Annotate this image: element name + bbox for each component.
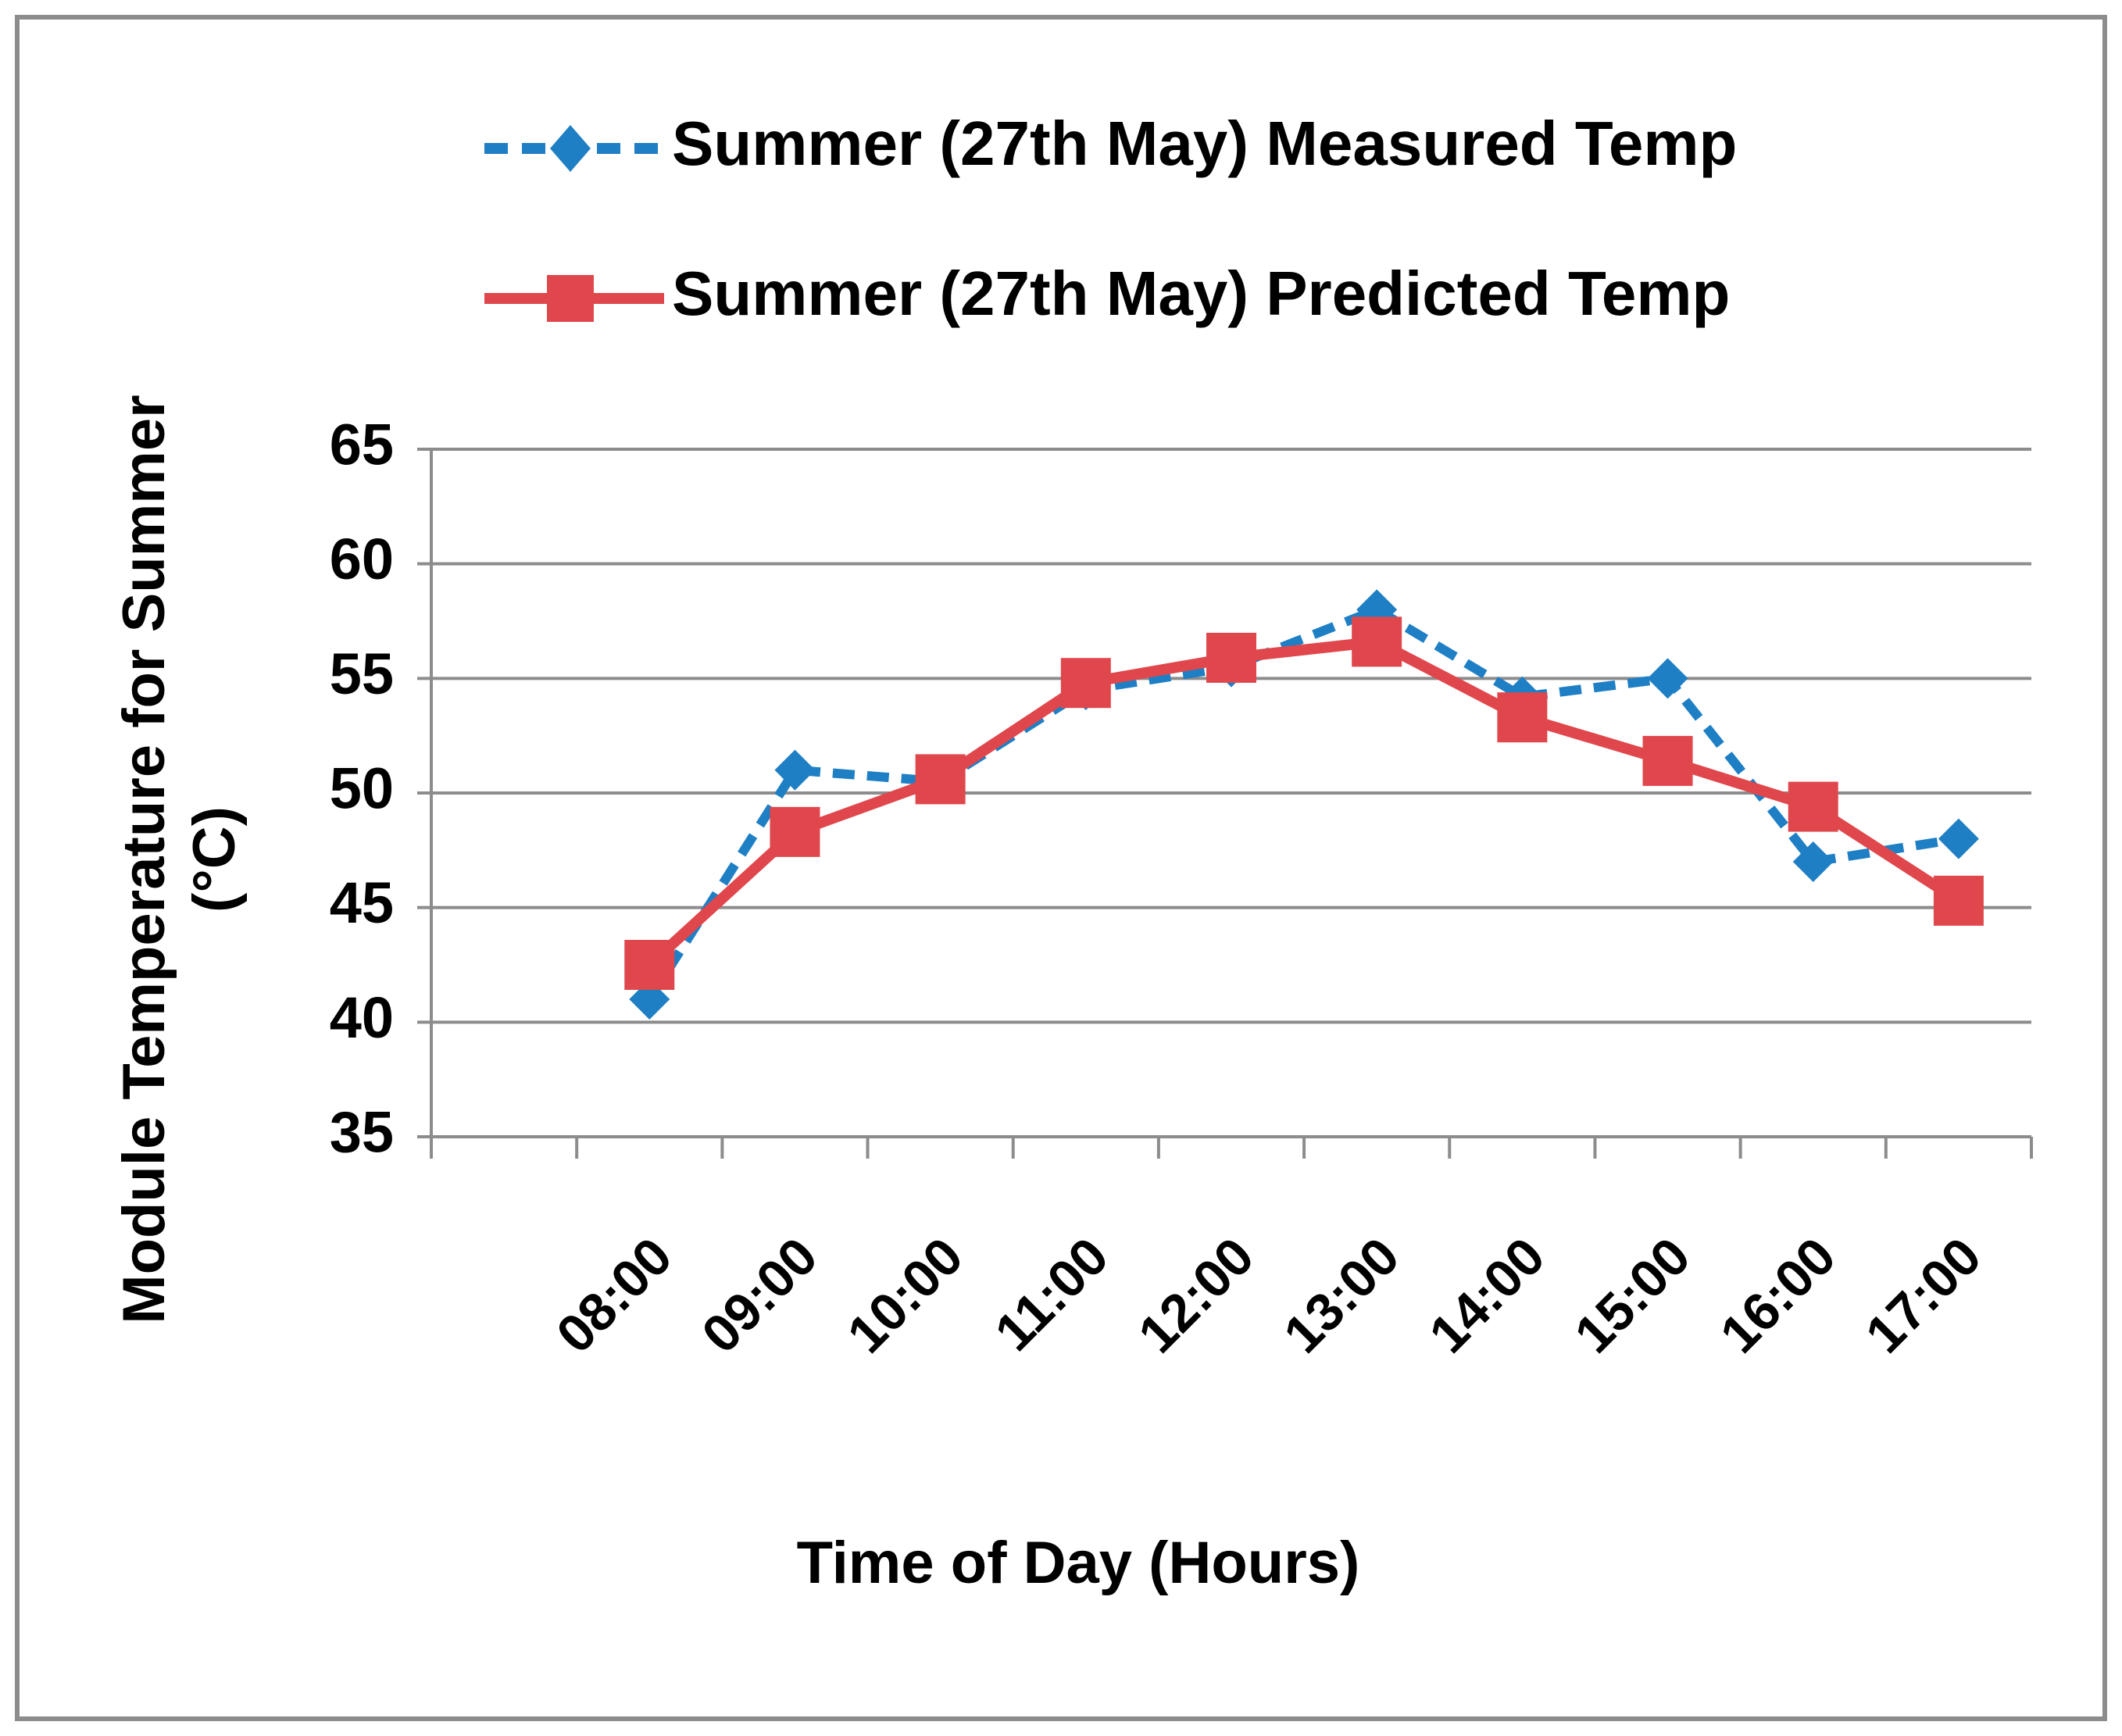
predicted-point xyxy=(1788,781,1838,832)
y-tick-labels: 35 40 45 50 55 60 65 xyxy=(330,413,394,1165)
predicted-point xyxy=(1933,875,1984,926)
legend-predicted-square-icon xyxy=(547,275,594,322)
legend-entry-predicted: Summer (27th May) Predicted Temp xyxy=(484,259,1730,328)
y-tick-label: 60 xyxy=(330,527,394,591)
chart-border xyxy=(15,15,2107,1721)
measured-point xyxy=(1938,818,1979,859)
y-tick-label: 50 xyxy=(330,756,394,821)
y-axis-title-line1: Module Temperature for Summer xyxy=(111,395,177,1323)
predicted-point xyxy=(624,940,675,990)
y-axis-title: Module Temperature for Summer (°C) xyxy=(111,395,248,1323)
y-tick-label: 65 xyxy=(330,413,394,477)
y-tick-label: 45 xyxy=(330,870,394,935)
x-axis-title: Time of Day (Hours) xyxy=(797,1530,1360,1596)
y-tick-label: 40 xyxy=(330,985,394,1050)
legend: Summer (27th May) Measured Temp Summer (… xyxy=(484,109,1737,328)
y-tick-label: 35 xyxy=(330,1100,394,1165)
legend-entry-measured: Summer (27th May) Measured Temp xyxy=(484,109,1737,178)
predicted-point xyxy=(770,806,820,857)
predicted-series-line xyxy=(645,636,1962,970)
measured-point xyxy=(774,749,816,791)
legend-measured-diamond-icon xyxy=(550,125,591,172)
measured-point xyxy=(1792,841,1834,882)
predicted-point xyxy=(1206,632,1256,683)
predicted-point xyxy=(1352,616,1402,667)
predicted-point xyxy=(1497,692,1548,743)
measured-series-line xyxy=(645,605,1959,1002)
y-axis-title-line2: (°C) xyxy=(181,806,248,913)
series-predicted xyxy=(624,616,1984,990)
predicted-point xyxy=(1642,735,1693,786)
axes xyxy=(430,449,2033,1159)
legend-measured-label: Summer (27th May) Measured Temp xyxy=(672,109,1737,178)
measured-point xyxy=(1647,658,1688,699)
legend-predicted-label: Summer (27th May) Predicted Temp xyxy=(672,259,1730,328)
predicted-point xyxy=(915,754,966,805)
predicted-point xyxy=(1060,658,1111,709)
y-tick-label: 55 xyxy=(330,641,394,706)
